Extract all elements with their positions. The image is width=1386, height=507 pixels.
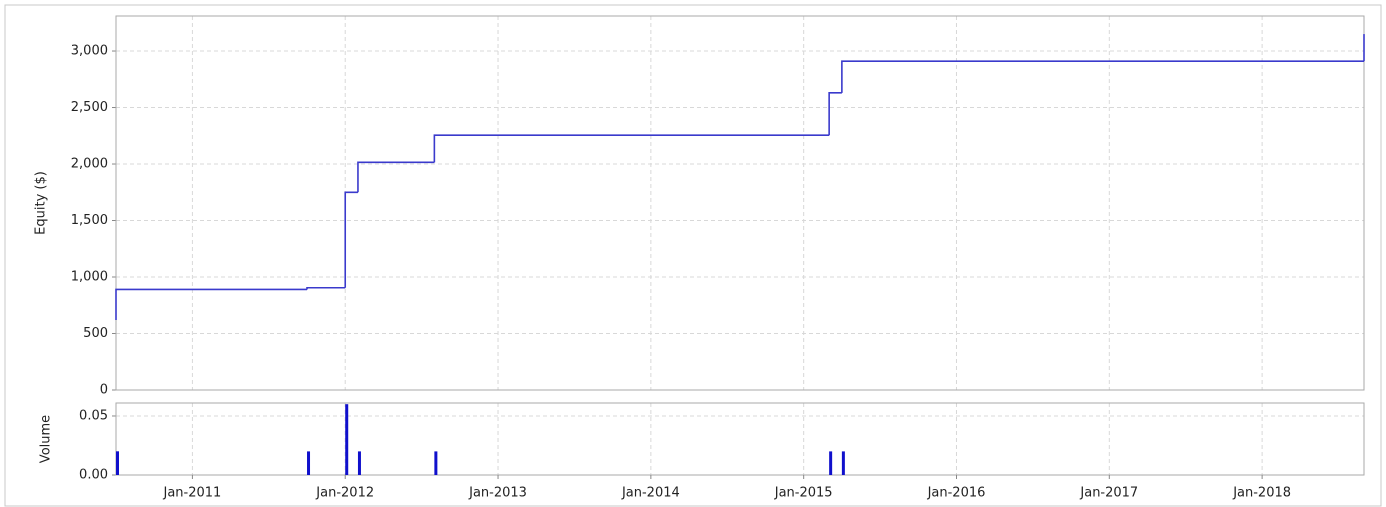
- y-tick-label: 0.05: [79, 408, 108, 423]
- volume-bar: [345, 404, 349, 475]
- y-tick-label: 3,000: [71, 44, 108, 59]
- equity-line: [433, 134, 830, 163]
- y-axis-label: Equity ($): [34, 171, 49, 235]
- equity-line: [306, 286, 346, 290]
- equity-line: [357, 161, 435, 193]
- x-tick-label: Jan-2014: [621, 486, 680, 501]
- volume-bar: [307, 451, 311, 475]
- volume-bar: [829, 451, 833, 475]
- y-tick-label: 1,000: [71, 270, 108, 285]
- volume-bar: [841, 451, 845, 475]
- x-tick-label: Jan-2015: [774, 486, 833, 501]
- x-tick-label: Jan-2017: [1079, 486, 1138, 501]
- equity-line: [841, 60, 1364, 93]
- x-tick-label: Jan-2011: [162, 486, 221, 501]
- plot-frame: [115, 15, 1365, 391]
- y-tick-label: 2,500: [71, 100, 108, 115]
- y-tick-label: 1,500: [71, 213, 108, 228]
- y-axis-label: Volume: [39, 415, 54, 463]
- equity-line: [115, 288, 308, 320]
- y-tick-label: 0: [100, 383, 108, 398]
- volume-bar: [357, 451, 361, 475]
- volume-bar: [434, 451, 438, 475]
- x-tick-label: Jan-2013: [468, 486, 527, 501]
- plot-frame: [115, 402, 1365, 476]
- x-tick-label: Jan-2018: [1232, 486, 1291, 501]
- y-tick-label: 500: [83, 326, 108, 341]
- chart-frame: [4, 4, 1382, 507]
- equity-line: [828, 92, 842, 136]
- x-tick-label: Jan-2012: [315, 486, 374, 501]
- y-tick-label: 2,000: [71, 157, 108, 172]
- x-tick-label: Jan-2016: [927, 486, 986, 501]
- volume-bar: [116, 451, 119, 475]
- y-tick-label: 0.00: [79, 468, 108, 483]
- equity-line: [344, 191, 358, 288]
